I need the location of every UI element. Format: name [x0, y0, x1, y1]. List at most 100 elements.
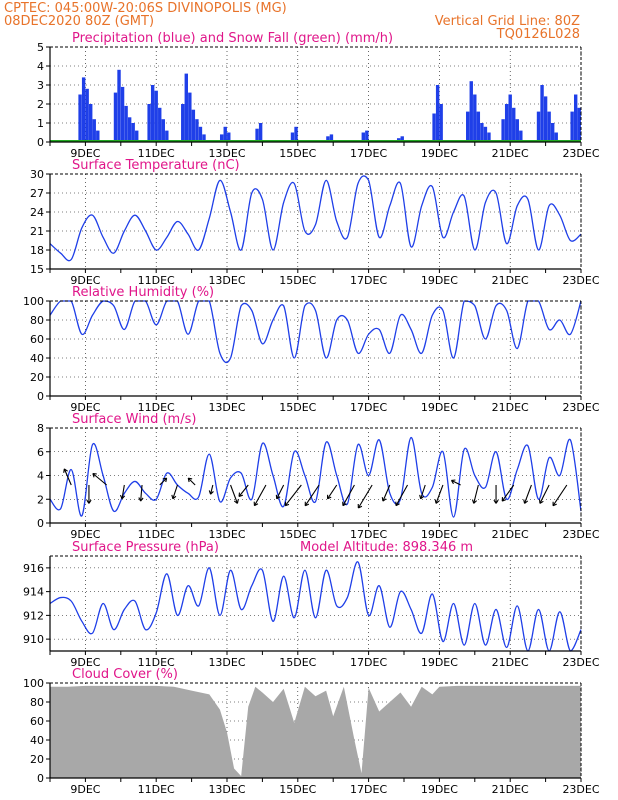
wind-vector-head	[357, 503, 363, 509]
y-tick-label: 24	[30, 206, 44, 219]
precip-bar	[165, 130, 169, 142]
x-tick-label: 23DEC	[562, 528, 599, 541]
x-tick-label: 13DEC	[208, 274, 245, 287]
x-tick-label: 19DEC	[421, 147, 458, 160]
precip-bar	[508, 94, 512, 142]
precip-bar	[161, 119, 165, 142]
wind-vector	[187, 477, 196, 486]
precip-bar	[184, 73, 188, 142]
precip-bar	[515, 119, 519, 142]
panel-title: Surface Wind (m/s)	[72, 412, 196, 427]
wind-vector-head	[171, 494, 177, 500]
x-tick-label: 23DEC	[562, 274, 599, 287]
precip-bar	[92, 119, 96, 142]
series-line	[49, 436, 582, 518]
y-tick-label: 916	[23, 562, 44, 575]
precip-bar	[219, 134, 224, 142]
wind-vector-head	[92, 472, 97, 478]
x-tick-label: 15DEC	[279, 528, 316, 541]
precip-bar	[504, 104, 509, 142]
precip-bar	[191, 109, 196, 142]
wind-vector-head	[253, 501, 259, 507]
wind-vector-head	[538, 499, 544, 504]
wind-vector-head	[419, 494, 425, 500]
precip-bar	[487, 132, 491, 142]
cloud-cover-area	[50, 685, 581, 778]
y-tick-label: 3	[37, 79, 44, 92]
precip-bar	[78, 94, 82, 142]
wind-vector	[342, 484, 355, 506]
precip-bar	[540, 85, 544, 142]
x-tick-label: 17DEC	[350, 656, 387, 669]
panel-title: Surface Temperature (nC)	[72, 158, 240, 173]
x-tick-label: 11DEC	[138, 401, 175, 414]
x-tick-label: 13DEC	[208, 783, 245, 796]
precip-bar	[547, 111, 551, 142]
header-run-time: 08DEC2020 80Z (GMT)	[4, 14, 155, 29]
precip-bar	[361, 132, 365, 142]
wind-vector-head	[275, 494, 281, 500]
wind-vector	[327, 484, 338, 500]
series-line	[49, 561, 582, 652]
x-tick-label: 17DEC	[350, 401, 387, 414]
precip-bar	[202, 134, 206, 142]
x-tick-label: 21DEC	[492, 401, 529, 414]
y-tick-label: 4	[37, 470, 44, 483]
x-tick-label: 17DEC	[350, 783, 387, 796]
y-tick-label: 15	[30, 263, 44, 276]
precip-bar	[150, 85, 155, 142]
x-tick-label: 11DEC	[138, 783, 175, 796]
x-tick-label: 23DEC	[562, 147, 599, 160]
wind-vector	[395, 484, 409, 506]
y-tick-label: 914	[23, 586, 44, 599]
panel-title: Relative Humidity (%)	[72, 285, 214, 300]
wind-vector	[230, 484, 238, 504]
precip-bar	[536, 111, 541, 142]
y-tick-label: 30	[30, 168, 44, 181]
y-tick-label: 100	[23, 295, 44, 308]
precip-bar	[255, 128, 259, 142]
precip-bar	[512, 107, 516, 142]
wind-vector-head	[523, 499, 529, 504]
x-tick-label: 13DEC	[208, 528, 245, 541]
header-vertical-grid: Vertical Grid Line: 80Z	[434, 14, 580, 29]
wind-vector	[92, 473, 107, 486]
y-tick-label: 60	[30, 333, 44, 346]
y-tick-label: 4	[37, 60, 44, 73]
x-tick-label: 19DEC	[421, 401, 458, 414]
wind-vector	[420, 484, 426, 499]
y-tick-label: 2	[37, 98, 44, 111]
y-tick-label: 20	[30, 371, 44, 384]
wind-vector	[276, 484, 285, 500]
precip-bar	[195, 119, 199, 142]
precip-bar	[127, 117, 132, 142]
precip-bar	[198, 126, 203, 142]
precip-bar	[365, 130, 369, 142]
panel-subtitle: Model Altitude: 898.346 m	[300, 540, 473, 555]
precip-bar	[154, 90, 158, 142]
y-tick-label: 1	[37, 117, 44, 130]
y-tick-label: 18	[30, 244, 44, 257]
precip-bar	[147, 104, 151, 142]
x-tick-label: 21DEC	[492, 147, 529, 160]
x-tick-label: 21DEC	[492, 783, 529, 796]
wind-vector	[552, 484, 568, 507]
wind-vector-head	[162, 477, 168, 483]
x-tick-label: 15DEC	[279, 274, 316, 287]
panel-6: Cloud Cover (%) 0 20 40 60 80 100 9DEC 11DEC 13DE…	[23, 667, 600, 796]
wind-vector	[473, 484, 479, 504]
wind-vector-head	[552, 501, 557, 507]
precip-bar	[439, 104, 443, 142]
precip-bar	[543, 96, 548, 142]
panel-3: Relative Humidity (%) 0 20 40 60 80 100 9DEC 11D…	[23, 285, 600, 414]
wind-vector	[159, 477, 168, 486]
precip-bar	[466, 111, 470, 142]
y-tick-label: 21	[30, 225, 44, 238]
precip-bar	[573, 94, 578, 142]
x-tick-label: 19DEC	[421, 528, 458, 541]
x-tick-label: 9DEC	[70, 147, 100, 160]
wind-vector-head	[395, 501, 400, 507]
precip-bar	[117, 69, 121, 142]
wind-vector-head	[493, 499, 499, 504]
y-tick-label: 2	[37, 493, 44, 506]
